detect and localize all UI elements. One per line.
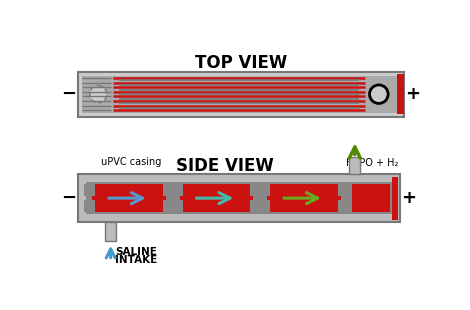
Bar: [180, 184, 253, 212]
Text: −: −: [61, 85, 77, 103]
Text: SIDE VIEW: SIDE VIEW: [177, 157, 274, 175]
Text: −: −: [61, 189, 77, 207]
Bar: [163, 200, 173, 212]
Bar: [352, 184, 391, 212]
Bar: [338, 200, 349, 212]
Bar: [84, 184, 95, 196]
Bar: [163, 184, 173, 196]
Bar: [250, 200, 261, 212]
Bar: [82, 76, 400, 113]
Bar: [267, 184, 341, 212]
Bar: [78, 174, 400, 222]
Bar: [78, 72, 404, 117]
Bar: [250, 184, 261, 196]
Text: INTAKE: INTAKE: [115, 255, 157, 265]
Text: +: +: [406, 85, 421, 103]
Bar: [349, 157, 360, 174]
Text: TOP VIEW: TOP VIEW: [195, 54, 287, 72]
Bar: [172, 200, 183, 212]
Text: uPVC casing: uPVC casing: [102, 157, 162, 166]
Bar: [86, 182, 392, 214]
Bar: [259, 184, 270, 196]
Bar: [398, 74, 404, 114]
Bar: [84, 200, 95, 212]
Bar: [105, 222, 116, 241]
Circle shape: [369, 85, 388, 104]
Bar: [259, 200, 270, 212]
Bar: [172, 184, 183, 196]
Bar: [92, 184, 166, 212]
Text: SALINE: SALINE: [115, 247, 157, 257]
Bar: [338, 184, 349, 196]
Text: HYPO + H₂: HYPO + H₂: [345, 158, 398, 168]
Bar: [392, 177, 398, 220]
Text: +: +: [401, 189, 416, 207]
Circle shape: [90, 86, 107, 103]
